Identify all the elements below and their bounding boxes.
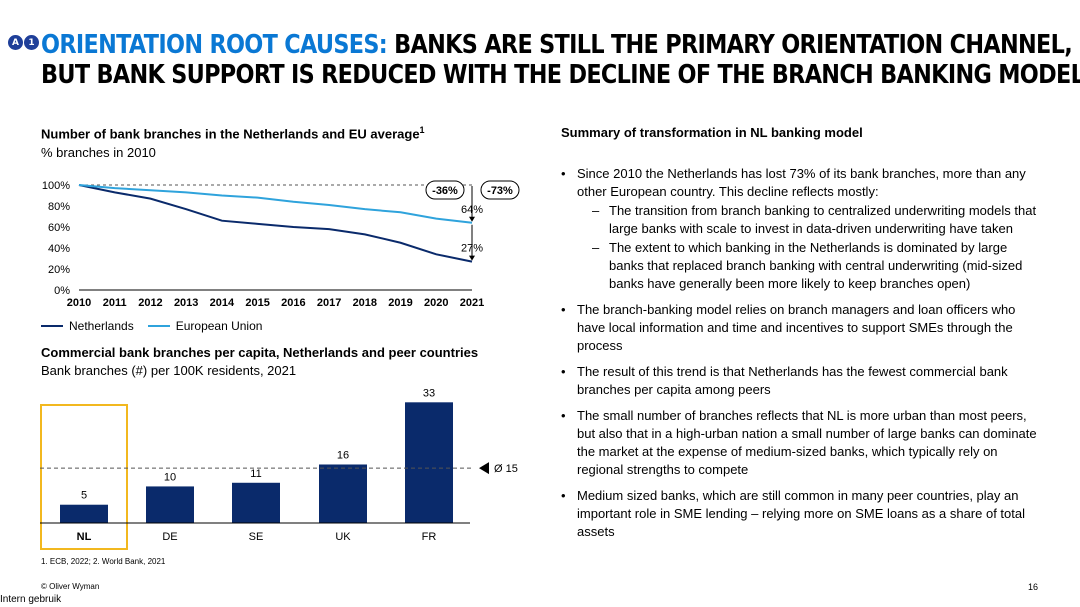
bar-value-label: 33 — [423, 387, 435, 399]
bar-value-label: 16 — [337, 449, 349, 461]
summary-bullet-text: The result of this trend is that Netherl… — [577, 364, 1008, 397]
summary-bullet: Since 2010 the Netherlands has lost 73% … — [561, 165, 1041, 293]
x-tick-label: 2020 — [424, 297, 448, 309]
summary-title: Summary of transformation in NL banking … — [561, 125, 863, 140]
x-tick-label: 2018 — [353, 297, 377, 309]
eu-drop-arrowhead — [469, 216, 475, 222]
legend-item-netherlands: Netherlands — [41, 319, 134, 333]
x-tick-label: 2011 — [103, 297, 127, 309]
summary-bullet: The result of this trend is that Netherl… — [561, 363, 1041, 399]
x-tick-label: 2013 — [174, 297, 198, 309]
annotation-eu-change: -36% — [432, 185, 458, 197]
bar-category-label: FR — [422, 531, 437, 543]
summary-bullet-text: The branch-banking model relies on branc… — [577, 302, 1016, 353]
x-tick-label: 2019 — [388, 297, 412, 309]
line-chart-title: Number of bank branches in the Netherlan… — [41, 125, 425, 141]
bar-category-label: NL — [77, 531, 92, 543]
bar-fr — [405, 402, 453, 523]
title-line1: BANKS ARE STILL THE PRIMARY ORIENTATION … — [387, 30, 1073, 60]
page-number: 16 — [1028, 582, 1039, 592]
line-chart-legend: Netherlands European Union — [41, 319, 262, 333]
y-tick-label: 60% — [48, 222, 70, 234]
line-chart-title-text: Number of bank branches in the Netherlan… — [41, 126, 420, 142]
annotation-eu-change-pill — [425, 180, 465, 200]
summary-list: Since 2010 the Netherlands has lost 73% … — [561, 165, 1041, 549]
bar-chart: 5 NL 10 DE 11 SE 16 UK 33 FR Ø 15 — [40, 387, 518, 550]
legend-label-eu: European Union — [175, 319, 263, 333]
highlight-box-nl — [40, 404, 128, 550]
summary-bullet-text: Since 2010 the Netherlands has lost 73% … — [577, 166, 1026, 199]
line-chart-subtitle: % branches in 2010 — [41, 145, 156, 160]
summary-bullet-text: The small number of branches reflects th… — [577, 408, 1037, 477]
x-tick-label: 2010 — [67, 297, 91, 309]
y-tick-label: 40% — [48, 243, 70, 255]
summary-bullet: The small number of branches reflects th… — [561, 407, 1041, 479]
footnote: 1. ECB, 2022; 2. World Bank, 2021 — [41, 557, 166, 566]
page-title: ORIENTATION ROOT CAUSES: BANKS ARE STILL… — [41, 30, 1080, 90]
average-label: Ø 15 — [494, 463, 518, 475]
x-tick-label: 2015 — [245, 297, 269, 309]
bar-chart-title: Commercial bank branches per capita, Net… — [41, 345, 479, 360]
copyright: © Oliver Wyman — [41, 582, 100, 591]
bar-category-label: SE — [249, 531, 264, 543]
y-tick-label: 20% — [48, 264, 70, 276]
annotation-nl-change-pill — [480, 180, 520, 200]
x-tick-label: 2021 — [460, 297, 484, 309]
summary-sub-bullet: The extent to which banking in the Nethe… — [577, 239, 1041, 293]
section-badge-a: A — [8, 35, 23, 50]
bar-chart-subtitle: Bank branches (#) per 100K residents, 20… — [41, 363, 297, 378]
y-tick-label: 100% — [42, 180, 70, 192]
bar-value-label: 11 — [250, 468, 261, 480]
summary-bullet: The branch-banking model relies on branc… — [561, 301, 1041, 355]
series-line-netherlands — [78, 184, 473, 263]
bar-nl — [60, 504, 108, 523]
average-marker — [479, 462, 489, 475]
x-tick-label: 2012 — [138, 297, 162, 309]
bar-category-label: DE — [162, 531, 177, 543]
x-tick-label: 2014 — [210, 297, 235, 309]
intern-label: Intern gebruik — [0, 594, 62, 605]
annotation-nl-change: -73% — [487, 185, 513, 197]
bar-value-label: 10 — [164, 471, 176, 483]
y-tick-label: 0% — [54, 285, 70, 297]
line-chart: 0% 20% 40% 60% 80% 100% 2010 2011 2012 2013 2014 20… — [42, 180, 520, 309]
title-accent: ORIENTATION ROOT CAUSES: — [41, 30, 388, 60]
summary-bullet-text: Medium sized banks, which are still comm… — [577, 488, 1026, 539]
section-badges: A 1 — [8, 35, 39, 50]
bar-de — [146, 486, 194, 523]
bar-uk — [319, 464, 367, 523]
line-chart-title-sup: 1 — [419, 125, 425, 135]
legend-label-netherlands: Netherlands — [69, 319, 134, 333]
x-tick-label: 2016 — [281, 297, 305, 309]
section-badge-1: 1 — [24, 35, 39, 50]
bar-value-label: 5 — [81, 490, 87, 502]
legend-line-netherlands — [41, 325, 63, 327]
y-tick-label: 80% — [48, 201, 70, 213]
summary-sub-bullet: The transition from branch banking to ce… — [577, 202, 1041, 238]
summary-bullet: Medium sized banks, which are still comm… — [561, 487, 1041, 541]
end-label-nl: 27% — [461, 243, 483, 255]
legend-line-eu — [147, 325, 170, 327]
bar-se — [232, 482, 280, 523]
bar-category-label: UK — [335, 531, 351, 543]
title-line2: BUT BANK SUPPORT IS REDUCED WITH THE DEC… — [41, 60, 1080, 90]
x-tick-label: 2017 — [317, 297, 341, 309]
series-line-eu — [78, 184, 473, 224]
end-label-eu: 64% — [461, 204, 483, 216]
legend-item-eu: European Union — [147, 319, 263, 333]
nl-drop-arrowhead — [469, 255, 475, 261]
